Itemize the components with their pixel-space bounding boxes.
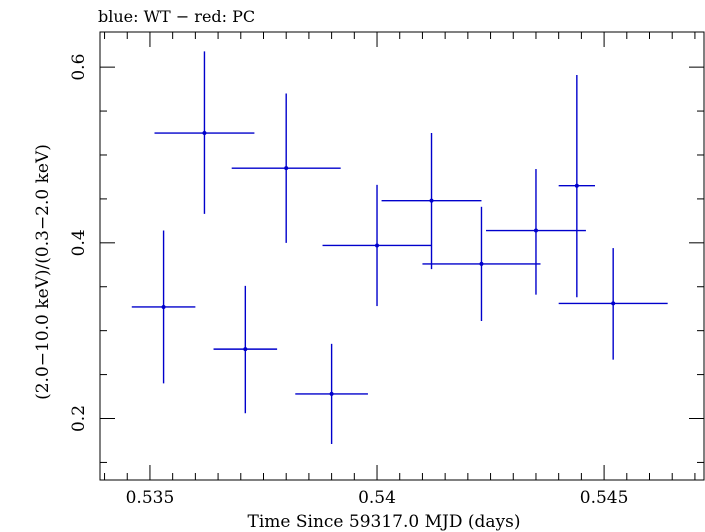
x-tick-label: 0.535 (126, 488, 175, 508)
data-marker (329, 391, 334, 396)
data-marker (161, 304, 166, 309)
data-point (486, 169, 586, 295)
data-marker (429, 198, 434, 203)
y-tick-label: 0.6 (69, 54, 89, 81)
plot-frame (99, 31, 705, 481)
data-point (381, 133, 482, 270)
data-point (213, 285, 278, 414)
data-point (295, 343, 368, 444)
data-point (131, 230, 196, 384)
x-tick-label: 0.545 (580, 488, 629, 508)
data-marker (284, 166, 289, 171)
data-points (131, 51, 668, 444)
axis-ticks (100, 32, 704, 480)
data-marker (533, 228, 538, 233)
data-point (558, 248, 668, 360)
data-point (422, 206, 541, 322)
data-marker (574, 183, 579, 188)
data-point (558, 75, 596, 298)
data-point (231, 93, 341, 243)
data-marker (202, 131, 207, 136)
data-marker (479, 261, 484, 266)
tick-labels: 0.535 0.54 0.545 0.2 0.4 0.6 (69, 54, 628, 508)
y-axis-title: (2.0−10.0 keV)/(0.3−2.0 keV) (33, 144, 53, 400)
data-point (322, 184, 432, 307)
data-marker (611, 301, 616, 306)
y-tick-label: 0.2 (69, 405, 89, 432)
data-marker (375, 243, 380, 248)
data-point (154, 51, 255, 214)
y-tick-label: 0.4 (69, 229, 89, 256)
chart-title: blue: WT − red: PC (98, 7, 255, 26)
x-tick-label: 0.54 (358, 488, 396, 508)
x-axis-title: Time Since 59317.0 MJD (days) (248, 512, 521, 532)
data-marker (243, 347, 248, 352)
